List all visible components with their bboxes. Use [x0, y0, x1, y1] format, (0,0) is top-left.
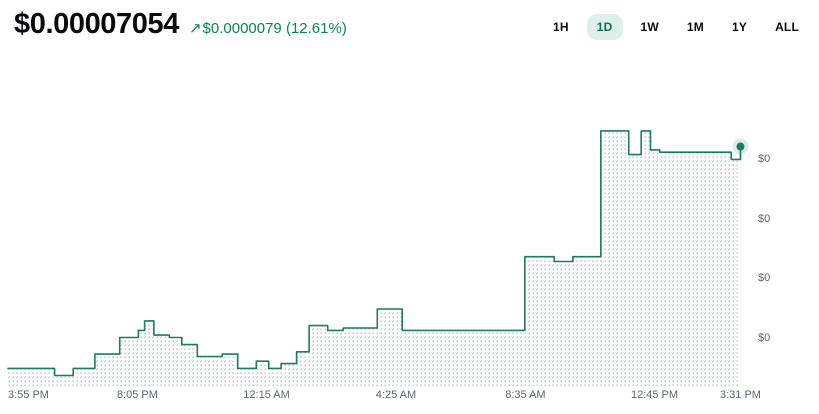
range-tab-1h[interactable]: 1H — [543, 14, 579, 40]
price-chart-canvas[interactable] — [0, 80, 819, 390]
time-range-tabs: 1H 1D 1W 1M 1Y ALL — [543, 14, 809, 40]
chart-area-fill — [8, 130, 741, 388]
price-change-text: $0.0000079 (12.61%) — [202, 20, 347, 37]
x-axis-label: 4:25 AM — [375, 389, 417, 401]
x-axis-label: 3:31 PM — [719, 389, 761, 401]
range-tab-1w[interactable]: 1W — [631, 14, 669, 40]
range-tab-all[interactable]: ALL — [765, 14, 809, 40]
range-tab-1d[interactable]: 1D — [586, 14, 623, 40]
range-tab-1m[interactable]: 1M — [677, 14, 714, 40]
chart-header: $0.00007054 ↗$0.0000079 (12.61%) 1H 1D 1W 1… — [14, 8, 809, 41]
x-axis-label: 12:15 AM — [243, 389, 290, 401]
price-change: ↗$0.0000079 (12.61%) — [189, 19, 347, 37]
x-axis-label: 3:55 PM — [8, 389, 49, 401]
range-tab-1y[interactable]: 1Y — [722, 14, 757, 40]
chart-line — [7, 130, 742, 377]
x-axis-label: 8:05 PM — [116, 389, 158, 401]
price-chart[interactable]: $0 $0 $0 $0 — [0, 80, 819, 390]
x-axis-label: 12:45 PM — [630, 389, 679, 401]
current-price: $0.00007054 — [14, 8, 179, 40]
x-axis: 3:55 PM 8:05 PM 12:15 AM 4:25 AM 8:35 AM 12:4… — [0, 389, 819, 405]
up-arrow-icon: ↗ — [188, 20, 202, 37]
x-axis-label: 8:35 AM — [505, 389, 546, 401]
price-block: $0.00007054 ↗$0.0000079 (12.61%) — [14, 8, 347, 41]
current-price-dot — [736, 142, 745, 151]
